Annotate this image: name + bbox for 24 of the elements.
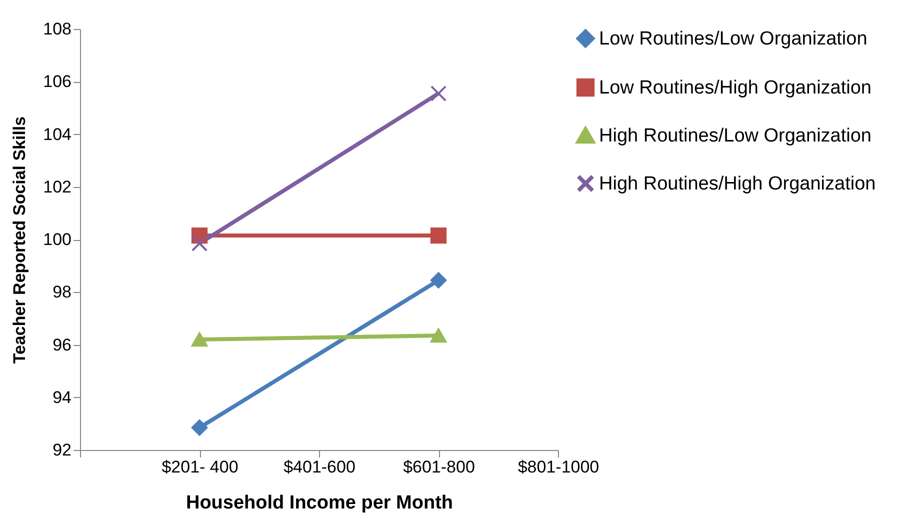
point — [191, 420, 208, 436]
y-tick-label: 98 — [52, 282, 72, 302]
x-tick-label: $401-600 — [284, 458, 356, 476]
y-tick-label: 94 — [52, 388, 72, 407]
x-axis-title: Household Income per Month — [186, 492, 454, 514]
point — [430, 85, 447, 102]
y-tick-label: 100 — [43, 230, 72, 249]
x-tick-label: $201- 400 — [162, 458, 238, 476]
x-tick-label: $801-1000 — [518, 458, 600, 476]
y-tick-label: 106 — [43, 72, 72, 92]
y-tick-label: 108 — [43, 20, 72, 38]
y-tick-label: 96 — [52, 335, 72, 354]
legend-label: Low Routines/High Organization — [599, 78, 872, 98]
legend-label: Low Routines/Low Organization — [599, 28, 868, 50]
point — [430, 272, 447, 288]
legend-label: High Routines/High Organization — [599, 174, 876, 194]
y-tick-label: 92 — [52, 440, 72, 460]
point — [191, 235, 208, 252]
y-tick-label: 104 — [43, 124, 72, 144]
point — [430, 227, 447, 244]
legend-label: High Routines/Low Organization — [599, 126, 872, 146]
x-tick-label: $601-800 — [403, 458, 475, 476]
y-tick-label: 102 — [43, 177, 72, 196]
y-axis-title: Teacher Reported Social Skills — [10, 116, 30, 364]
